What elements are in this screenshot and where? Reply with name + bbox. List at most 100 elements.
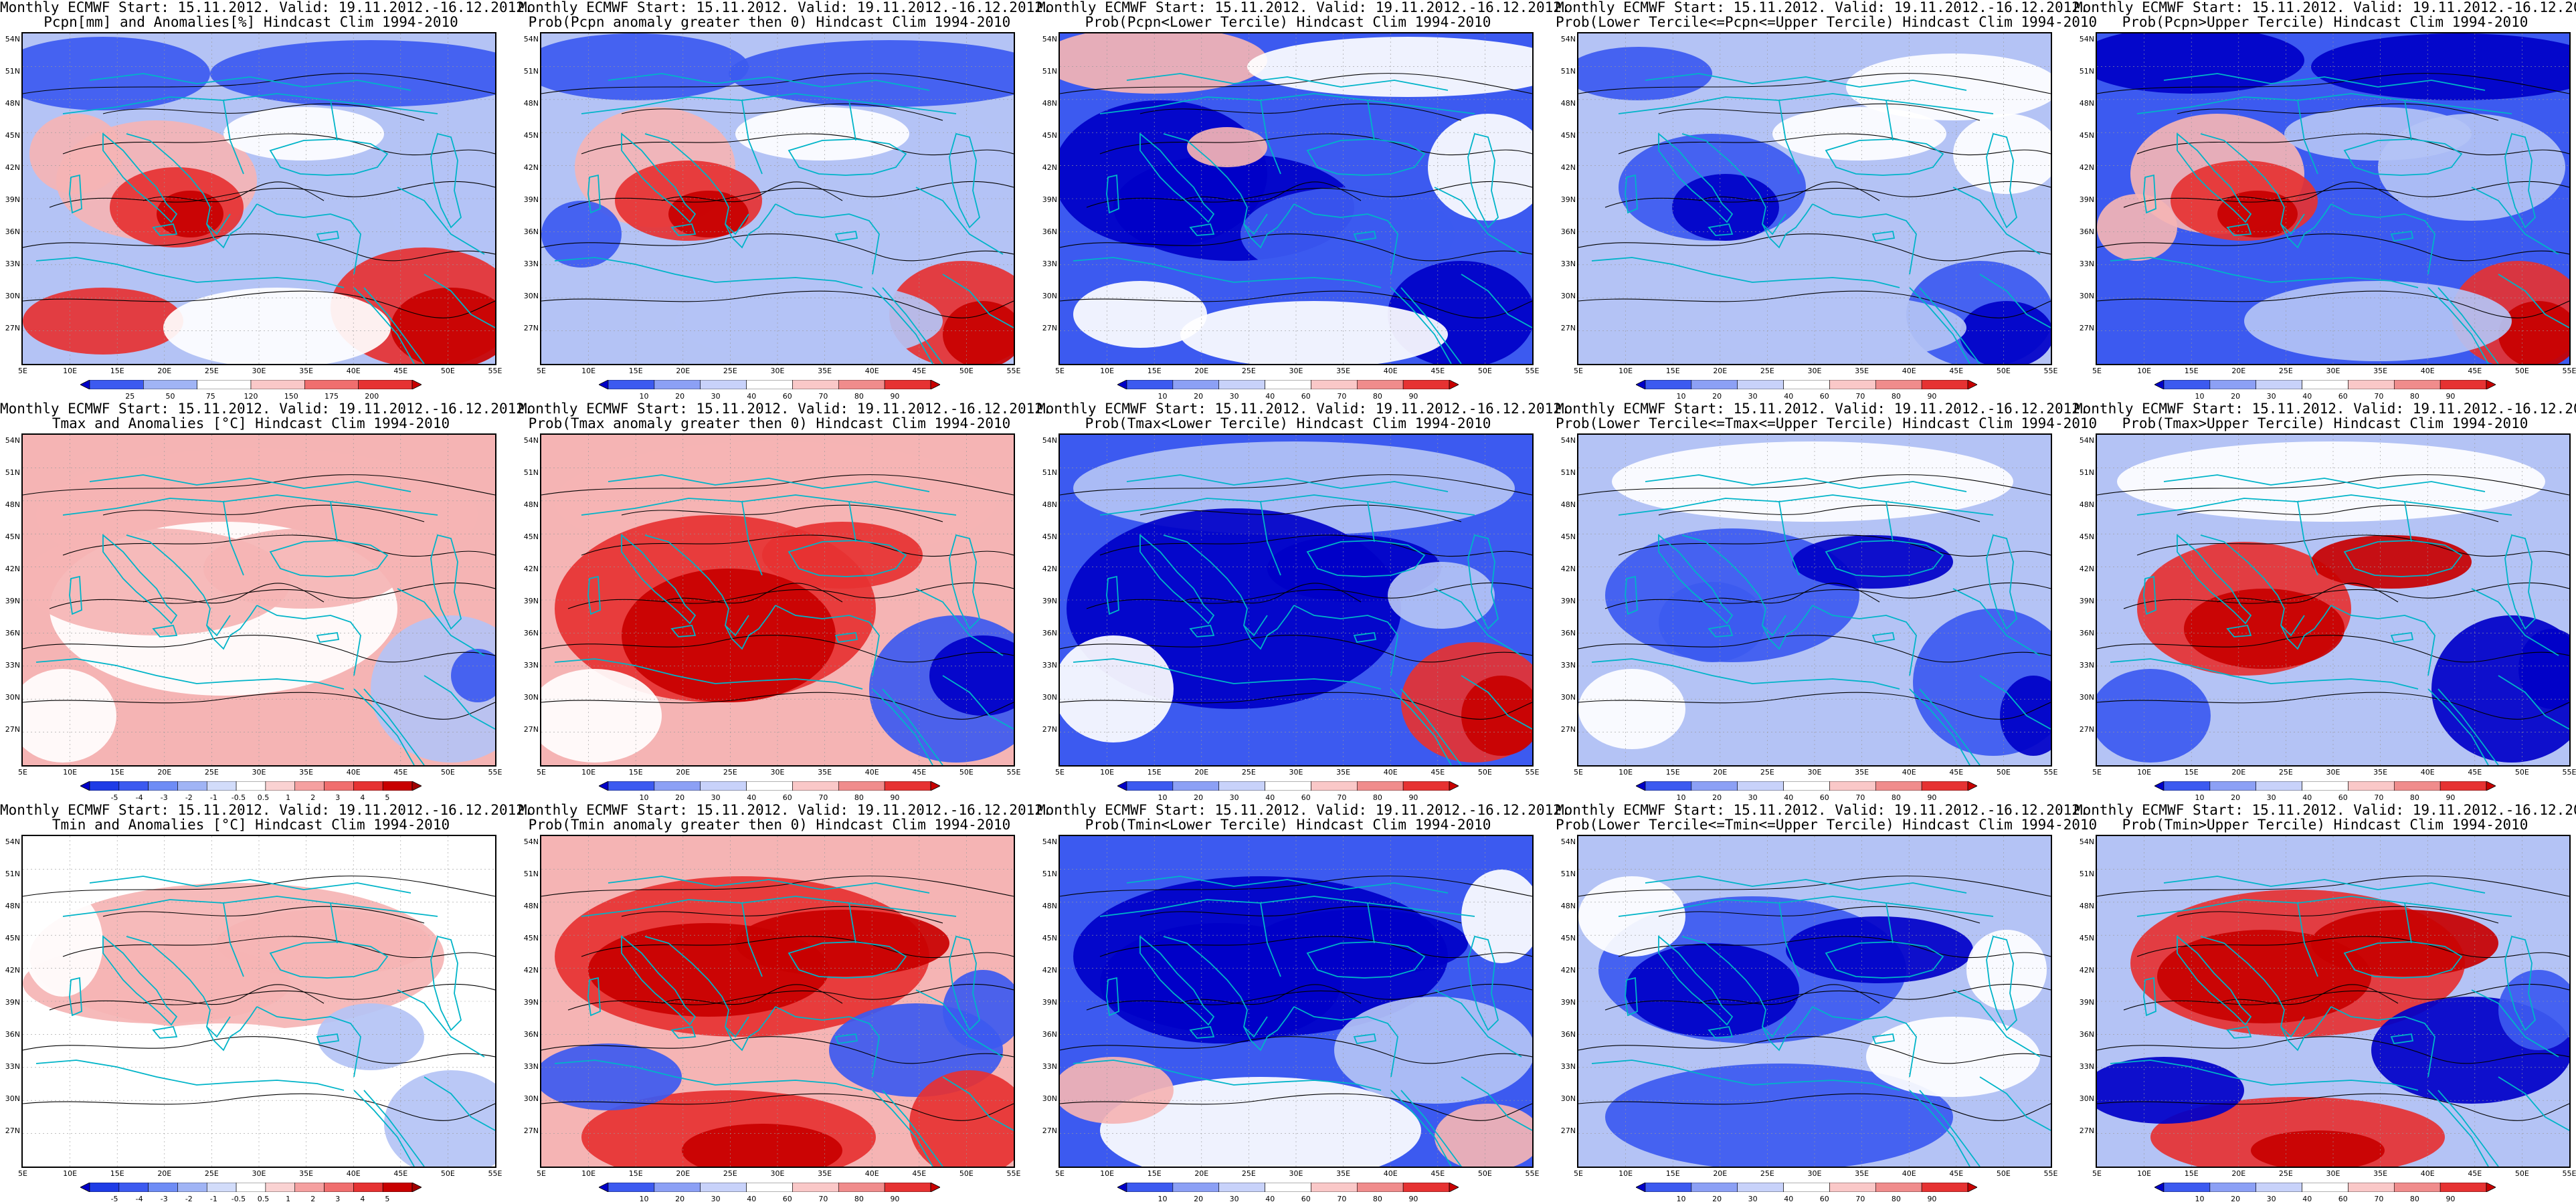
colorbar-tick-label: 120 [244,392,258,401]
lat-label: 39N [5,195,20,204]
coastline [872,688,933,765]
colorbar-tick-label: 60 [1819,1195,1829,1203]
lon-label: 55E [1525,768,1540,777]
coastline [788,941,907,979]
coastline [587,977,601,1017]
contour-line [23,73,495,94]
colorbar-tick-label: 20 [1194,1195,1204,1203]
coastline [775,605,880,676]
coastline [2427,688,2489,765]
lon-label: 50E [440,1169,455,1178]
contour-line [1099,133,1532,156]
colorbar [1117,380,1459,389]
colorbar-tick-label: -4 [135,793,143,802]
forecast-panel: Monthly ECMWF Start: 15.11.2012. Valid: … [0,0,533,401]
lat-label: 54N [5,436,20,445]
coastline [1189,624,1215,637]
colorbar-tick-label: 10 [639,1195,649,1203]
colorbar-swatch [1402,781,1450,791]
panel-title-line1: Monthly ECMWF Start: 15.11.2012. Valid: … [0,0,533,15]
colorbar-swatch [1783,1183,1830,1192]
colorbar-tick-label: -1 [209,1195,217,1203]
coastline [397,588,485,656]
lon-label: 45E [393,768,408,777]
colorbar-swatch [1921,1183,1968,1192]
lon-label: 10E [63,768,78,777]
coastline [554,658,863,690]
lat-label: 36N [1560,629,1576,637]
field-region [2311,535,2472,589]
panel-title-line1: Monthly ECMWF Start: 15.11.2012. Valid: … [519,0,1052,15]
coastline [1099,93,1475,114]
forecast-panel: Monthly ECMWF Start: 15.11.2012. Valid: … [1556,401,2097,803]
contour-line [1618,534,2051,557]
lon-label: 25E [2278,768,2293,777]
contour-line [1578,474,2051,496]
coastline [2177,132,2252,223]
contour-line [1180,984,1362,1005]
colorbar-tick-label: 10 [1158,392,1168,401]
contour-line [2177,504,2499,522]
contour-line [621,103,943,121]
lon-label: 40E [1902,367,1916,375]
panel-title-line1: Monthly ECMWF Start: 15.11.2012. Valid: … [1037,0,1570,15]
lon-label: 20E [676,768,691,777]
colorbar-tick-label: 2 [310,1195,316,1203]
colorbar-swatch [1737,380,1784,389]
lon-label: 30E [252,1169,266,1178]
colorbar-tick-label: 40 [1265,1195,1275,1203]
colorbar-swatches [2154,781,2496,791]
contour-line [23,233,495,262]
coastline [126,534,231,637]
field-region [2097,194,2177,261]
lat-label: 54N [5,35,20,43]
coastline [2143,575,2156,615]
coastline [126,133,231,235]
colorbar-swatch [2393,1183,2441,1192]
lat-label: 33N [5,1062,20,1071]
colorbar-tick-label: 60 [1301,793,1311,802]
lat-label: 39N [2079,195,2094,204]
field-region [2097,33,2304,94]
field-region [2251,1130,2385,1167]
map-field [23,836,495,1167]
colorbar-swatch [2440,380,2487,389]
coastline [316,631,340,643]
lon-label: 35E [1855,367,1869,375]
coastline [725,203,776,249]
coastline [1778,100,1800,175]
contour-line [2177,906,2499,924]
coastline [1708,223,1734,236]
colorbar-tick-label: 60 [1301,392,1311,401]
coastline [848,902,856,944]
colorbar-tick-label: 20 [1194,392,1204,401]
lat-label: 39N [1560,195,1576,204]
lon-label: 5E [2092,1169,2102,1178]
lat-label: 27N [523,324,539,332]
colorbar-swatch [1636,781,1646,791]
lon-label: 15E [110,768,124,777]
coastline [62,896,438,917]
colorbar-swatch [1172,781,1220,791]
field-region [1187,127,1267,167]
colorbar-tick-label: 10 [1676,1195,1686,1203]
contour-line [541,635,1014,663]
colorbar-tick-label: 5 [385,793,390,802]
lat-label: 27N [1560,725,1576,734]
lon-label: 5E [2092,367,2102,375]
lat-label: 48N [2079,99,2094,108]
coastline [2437,287,2499,364]
colorbar-tick-label: 30 [1748,1195,1758,1203]
colorbar-tick-label: 90 [890,1195,900,1203]
lon-label: 50E [1477,367,1492,375]
coastline [1106,977,1119,1017]
lon-label: 30E [1289,367,1303,375]
lon-label: 40E [346,768,361,777]
colorbar-swatch [1126,781,1174,791]
field-region [2518,629,2569,709]
colorbar-swatch [599,380,609,389]
lon-label: 25E [723,768,737,777]
lon-label: 45E [393,1169,408,1178]
contour-line [1139,906,1462,924]
colorbar-swatch [2348,380,2395,389]
